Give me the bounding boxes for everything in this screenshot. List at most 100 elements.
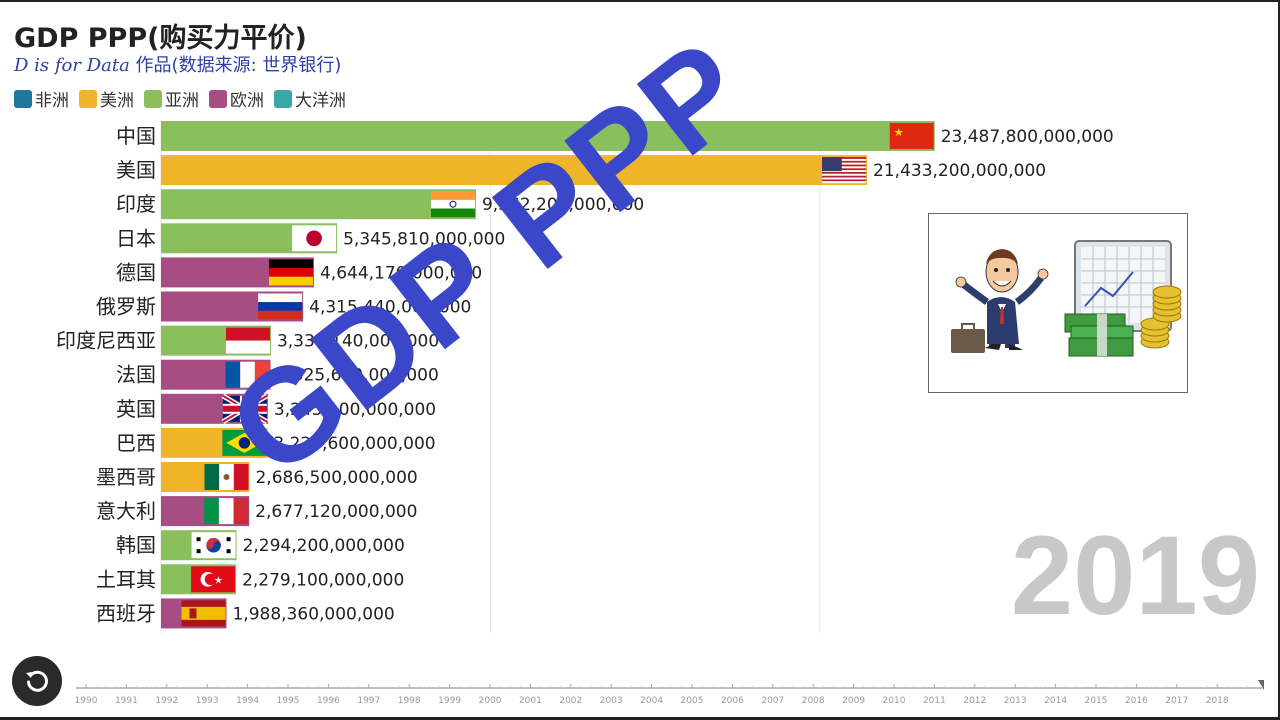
money-stack-icon <box>1064 313 1134 357</box>
chart-title: GDP PPP(购买力平价) <box>14 23 307 54</box>
category-label: 俄罗斯 <box>96 295 156 319</box>
timeline-year-label[interactable]: 2014 <box>1044 696 1067 706</box>
legend-label: 欧洲 <box>230 91 264 111</box>
businessman-money-illustration <box>928 213 1188 393</box>
germany-flag <box>268 259 313 286</box>
value-label: 4,644,170,000,000 <box>320 263 482 283</box>
legend-label: 大洋洲 <box>295 91 346 111</box>
turkey-flag: ★ <box>191 566 236 593</box>
value-label: 3,245,100,000,000 <box>274 400 436 420</box>
value-label: 3,229,600,000,000 <box>273 434 435 454</box>
legend: 非洲 美洲 亚洲 欧洲 大洋洲 <box>14 86 346 111</box>
chart-subtitle: D is for Data 作品(数据来源: 世界银行) <box>14 51 341 77</box>
timeline-year-label[interactable]: 2013 <box>1004 696 1027 706</box>
india-flag <box>430 191 475 218</box>
legend-swatch <box>209 89 227 108</box>
timeline-year-label[interactable]: 1990 <box>75 696 98 706</box>
timeline-year-label[interactable]: 2007 <box>761 696 784 706</box>
current-year-label: 2019 <box>1010 513 1260 638</box>
spain-flag <box>181 600 226 627</box>
value-label: 2,279,100,000,000 <box>242 570 404 590</box>
category-label: 中国 <box>116 124 156 148</box>
category-label: 印度尼西亚 <box>56 329 156 353</box>
timeline-year-label[interactable]: 2002 <box>559 696 582 706</box>
value-label: 2,677,120,000,000 <box>255 502 417 522</box>
category-label: 韩国 <box>116 533 156 557</box>
south-korea-flag <box>191 532 236 559</box>
timeline-handle[interactable] <box>1258 680 1264 690</box>
timeline-year-label[interactable]: 2010 <box>883 696 906 706</box>
category-label: 德国 <box>116 260 156 284</box>
bar <box>161 189 476 220</box>
timeline-year-label[interactable]: 1993 <box>196 696 219 706</box>
legend-item: 非洲 <box>14 86 69 111</box>
timeline-year-label[interactable]: 1996 <box>317 696 340 706</box>
category-label: 日本 <box>116 226 156 250</box>
legend-item: 大洋洲 <box>274 86 346 111</box>
value-label: 23,487,800,000,000 <box>941 127 1114 147</box>
timeline-year-label[interactable]: 1995 <box>277 696 300 706</box>
japan-flag <box>292 225 337 252</box>
value-label: 3,338,140,000,000 <box>277 332 439 352</box>
timeline-year-label[interactable]: 2006 <box>721 696 744 706</box>
brazil-flag <box>222 429 267 456</box>
value-label: 9,562,200,000,000 <box>482 195 644 215</box>
timeline-year-label[interactable]: 1994 <box>236 696 259 706</box>
gold-coins-icon <box>1140 285 1182 349</box>
timeline-year-label[interactable]: 2012 <box>963 696 986 706</box>
legend-swatch <box>14 89 32 108</box>
china-flag: ★ <box>889 123 934 149</box>
replay-icon <box>26 670 48 692</box>
timeline-year-label[interactable]: 2017 <box>1165 696 1188 706</box>
frame-right-border <box>1278 0 1280 720</box>
france-flag <box>225 361 270 388</box>
legend-item: 美洲 <box>79 86 134 111</box>
usa-flag <box>822 157 867 184</box>
timeline-year-label[interactable]: 1999 <box>438 696 461 706</box>
frame-top-border <box>0 0 1280 2</box>
russia-flag <box>258 293 303 320</box>
timeline-year-label[interactable]: 1992 <box>155 696 178 706</box>
legend-swatch <box>144 89 162 108</box>
frame-bottom-border <box>0 717 1280 720</box>
subtitle-brand: D is for Data <box>14 55 130 76</box>
timeline-year-label[interactable]: 2003 <box>600 696 623 706</box>
bar <box>161 155 868 186</box>
timeline-year-label[interactable]: 2008 <box>802 696 825 706</box>
subtitle-source: 作品(数据来源: 世界银行) <box>129 55 342 76</box>
timeline-year-label[interactable]: 2016 <box>1125 696 1148 706</box>
italy-flag <box>204 498 249 525</box>
uk-flag <box>221 393 269 424</box>
replay-button[interactable] <box>12 656 62 706</box>
bar <box>161 121 935 151</box>
timeline-year-label[interactable]: 2004 <box>640 696 663 706</box>
timeline-year-label[interactable]: 1997 <box>357 696 380 706</box>
category-label: 印度 <box>116 192 156 216</box>
value-label: 2,686,500,000,000 <box>255 468 417 488</box>
timeline-year-label[interactable]: 2018 <box>1206 696 1229 706</box>
indonesia-flag <box>225 327 270 354</box>
legend-swatch <box>79 89 97 108</box>
timeline-year-label[interactable]: 2005 <box>681 696 704 706</box>
svg-text:★: ★ <box>894 126 904 139</box>
legend-item: 欧洲 <box>209 86 264 111</box>
timeline-year-label[interactable]: 1991 <box>115 696 138 706</box>
mexico-flag <box>204 464 249 490</box>
value-label: 5,345,810,000,000 <box>343 229 505 249</box>
value-label: 21,433,200,000,000 <box>873 161 1046 181</box>
legend-label: 非洲 <box>35 91 69 111</box>
timeline-year-label[interactable]: 2000 <box>479 696 502 706</box>
legend-item: 亚洲 <box>144 86 199 111</box>
timeline-year-label[interactable]: 1998 <box>398 696 421 706</box>
timeline-year-label[interactable]: 2009 <box>842 696 865 706</box>
timeline-year-label[interactable]: 2015 <box>1085 696 1108 706</box>
businessman-icon <box>951 249 1049 353</box>
legend-label: 亚洲 <box>165 91 199 111</box>
value-label: 1,988,360,000,000 <box>232 604 394 624</box>
svg-text:★: ★ <box>214 575 223 586</box>
category-label: 西班牙 <box>96 601 156 625</box>
timeline-year-label[interactable]: 2011 <box>923 696 946 706</box>
category-label: 英国 <box>116 397 156 421</box>
timeline-year-label[interactable]: 2001 <box>519 696 542 706</box>
